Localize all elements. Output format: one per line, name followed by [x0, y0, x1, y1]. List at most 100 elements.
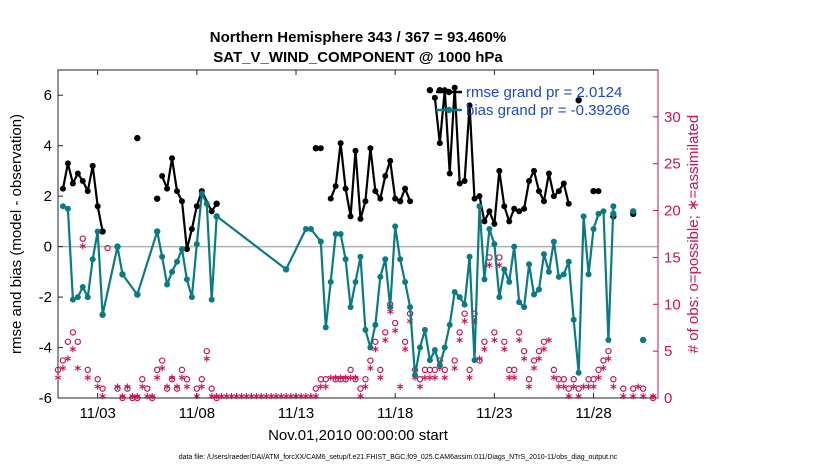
obs-assimilated-marker: *	[610, 383, 617, 398]
y2-tick-label: 25	[664, 156, 681, 173]
y-tick-label: -4	[39, 340, 52, 357]
bias-point	[188, 294, 195, 301]
obs-possible-marker	[168, 376, 176, 383]
obs-assimilated-marker: *	[124, 383, 131, 398]
y2-tick-label: 5	[664, 343, 672, 360]
y2-tick-label: 15	[664, 249, 681, 266]
bias-point	[416, 344, 423, 351]
y-tick-label: -2	[39, 289, 52, 306]
obs-assimilated-marker: *	[60, 364, 67, 379]
obs-possible-marker	[173, 385, 181, 392]
obs-possible-marker	[208, 385, 215, 392]
bias-isolated-point	[99, 311, 106, 318]
obs-assimilated-marker: *	[228, 392, 235, 407]
x-axis-label: Nov.01,2010 00:00:00 start	[268, 427, 449, 444]
obs-assimilated-marker: *	[590, 383, 597, 398]
obs-assimilated-marker: *	[198, 383, 205, 398]
y-tick-label: 6	[44, 87, 52, 104]
rmse-point	[317, 145, 324, 152]
obs-possible-marker	[565, 385, 572, 392]
rmse-isolated-point	[312, 145, 320, 152]
obs-assimilated-marker: *	[526, 383, 533, 398]
bias-point	[516, 299, 523, 306]
obs-assimilated-marker: *	[129, 392, 136, 407]
bias-point	[481, 276, 488, 283]
obs-possible-marker	[605, 347, 612, 355]
obs-assimilated-marker: *	[203, 355, 210, 370]
obs-assimilated-marker: *	[114, 383, 121, 398]
bias-point	[526, 261, 533, 268]
obs-possible-marker	[84, 366, 91, 374]
bias-point	[392, 223, 399, 230]
rmse-point	[169, 155, 176, 162]
obs-possible-marker	[54, 366, 62, 374]
obs-possible-marker	[600, 357, 607, 364]
bias-point	[565, 258, 572, 265]
x-tick-label: 11/03	[79, 405, 115, 422]
obs-assimilated-marker: *	[258, 392, 265, 407]
rmse-point	[377, 195, 384, 202]
rmse-point	[164, 185, 171, 192]
obs-possible-marker	[610, 376, 617, 383]
obs-assimilated-marker: *	[555, 383, 562, 398]
rmse-point	[466, 102, 473, 109]
y2-tick-label: 20	[664, 203, 681, 220]
bias-point	[540, 251, 547, 258]
rmse-point	[506, 218, 513, 225]
obs-possible-marker	[198, 376, 206, 383]
obs-assimilated-marker: *	[402, 345, 409, 360]
obs-assimilated-marker: *	[476, 355, 483, 370]
bias-point	[431, 347, 438, 354]
obs-possible-marker	[79, 235, 86, 242]
obs-assimilated-marker: *	[640, 392, 647, 407]
y2-tick-label: 30	[664, 109, 681, 126]
obs-possible-marker	[153, 366, 161, 374]
rmse-point	[436, 140, 443, 147]
obs-assimilated-marker: *	[536, 355, 543, 370]
bias-point	[402, 278, 409, 285]
bias-point	[89, 256, 96, 263]
obs-assimilated-marker: *	[303, 392, 310, 407]
y-axis-label: rmse and bias (model - observation)	[8, 114, 25, 354]
obs-possible-marker	[347, 366, 354, 374]
rmse-isolated-point	[575, 97, 582, 104]
bias-point	[590, 225, 597, 232]
rmse-point	[159, 172, 166, 179]
legend: rmse grand pr = 2.0124 bias grand pr = -…	[436, 84, 630, 119]
obs-assimilated-marker: *	[466, 373, 473, 388]
bias-point	[332, 231, 339, 237]
rmse-point	[446, 170, 453, 177]
rmse-point	[555, 188, 562, 195]
obs-assimilated-marker: *	[595, 373, 602, 388]
obs-assimilated-marker: *	[307, 392, 314, 407]
bias-point	[545, 268, 552, 275]
obs-assimilated-marker: *	[312, 392, 319, 407]
rmse-point	[64, 160, 71, 167]
bias-point	[193, 241, 200, 248]
y-tick-label: 4	[44, 138, 52, 155]
obs-assimilated-marker: *	[223, 392, 230, 407]
obs-assimilated-marker: *	[407, 317, 414, 332]
obs-possible-marker	[99, 385, 106, 392]
obs-possible-marker	[575, 385, 582, 392]
obs-possible-marker	[74, 338, 82, 345]
rmse-point	[535, 188, 542, 195]
rmse-isolated-point	[153, 195, 161, 202]
bias-point	[412, 372, 419, 379]
obs-possible-marker	[352, 376, 359, 383]
bias-isolated-point	[119, 271, 126, 278]
rmse-line-segment	[433, 86, 570, 225]
obs-assimilated-marker: *	[317, 383, 324, 398]
bias-point	[441, 344, 448, 351]
rmse-point	[347, 213, 354, 220]
bias-point	[347, 304, 354, 311]
obs-possible-marker	[203, 347, 210, 355]
obs-assimilated-marker: *	[134, 392, 141, 407]
bias-point	[595, 210, 602, 217]
obs-possible-marker	[139, 376, 146, 383]
obs-assimilated-marker: *	[184, 383, 191, 398]
chart-title-line1: Northern Hemisphere 343 / 367 = 93.460%	[210, 29, 506, 46]
obs-possible-marker	[456, 329, 463, 336]
obs-possible-marker	[550, 366, 558, 374]
